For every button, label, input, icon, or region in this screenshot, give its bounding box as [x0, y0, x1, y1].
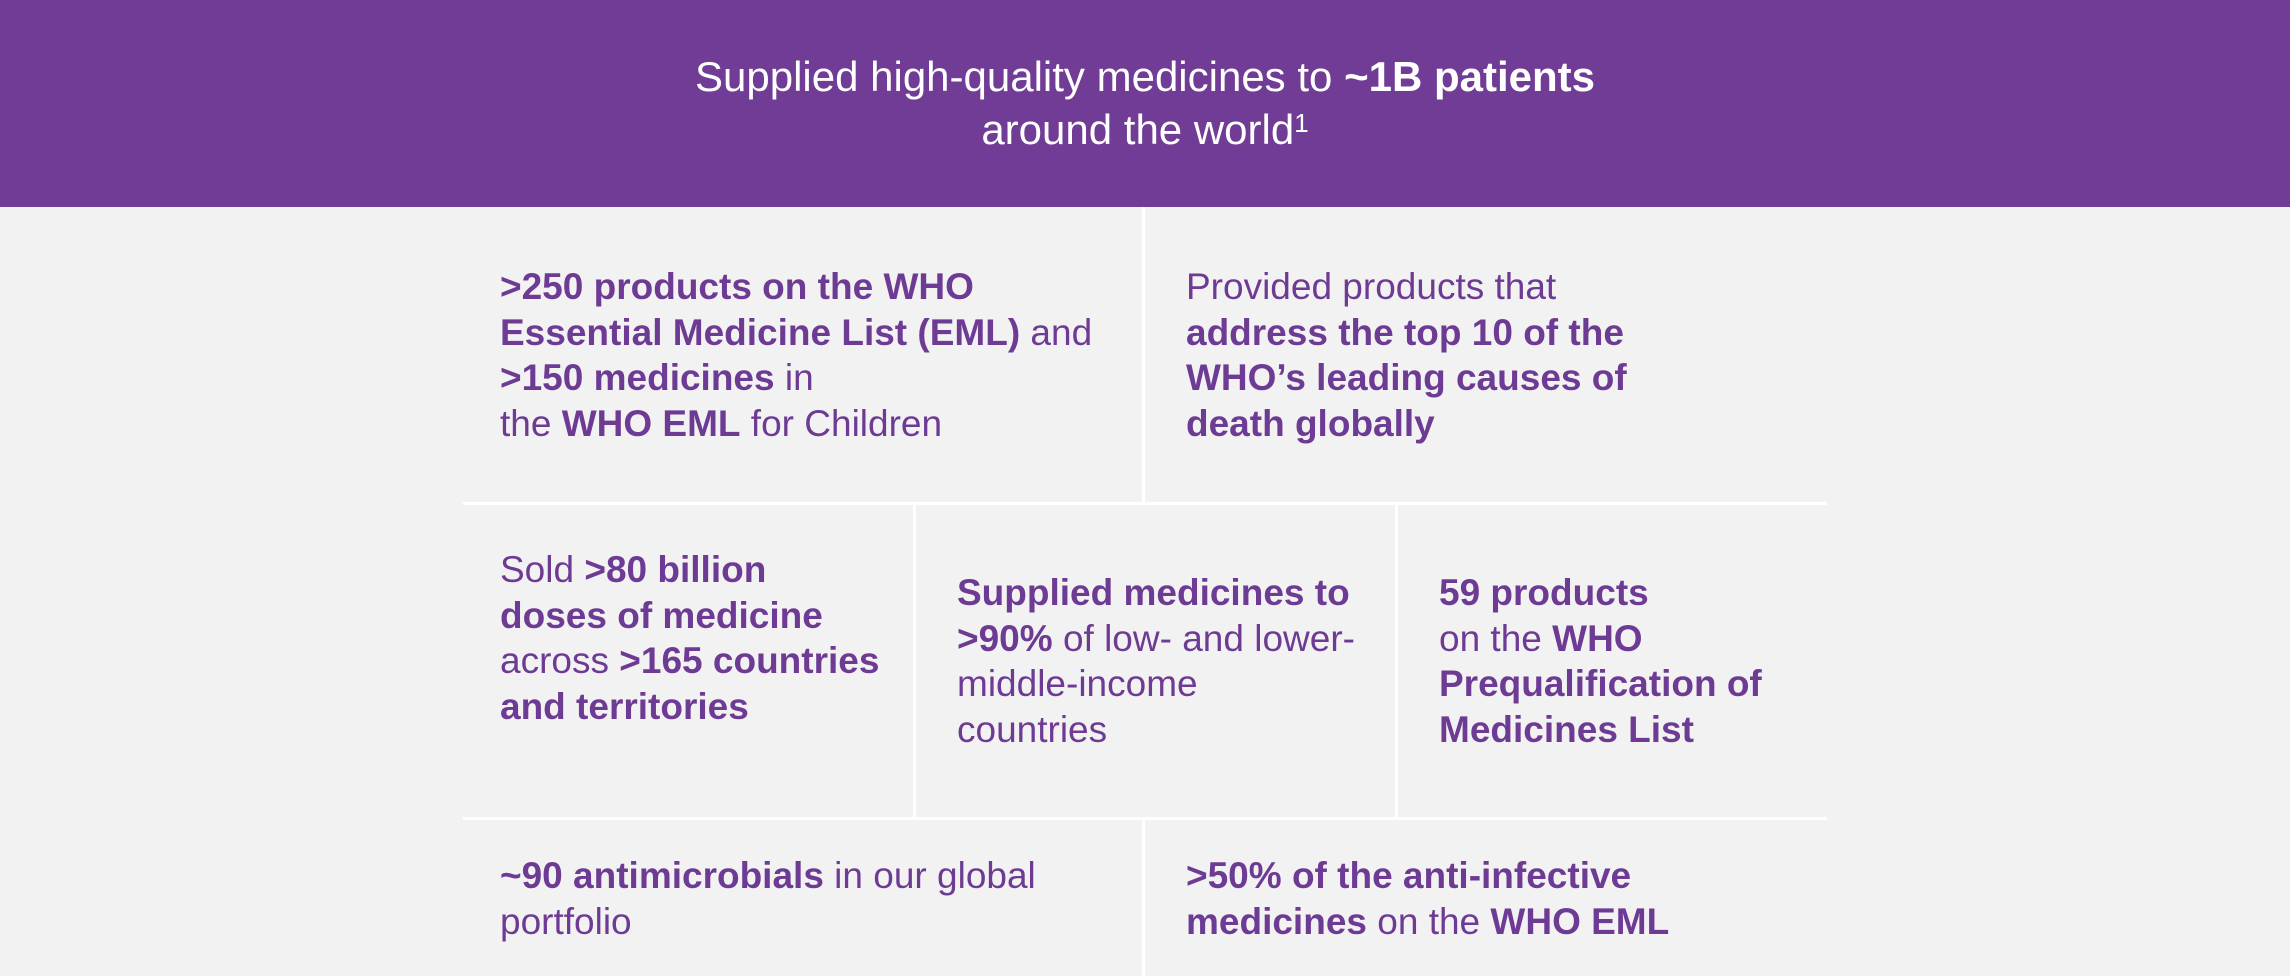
stat-low-income: Supplied medicines to >90% of low- and l… — [957, 570, 1357, 752]
stat-text: the — [500, 402, 562, 444]
column-divider-row2-a — [913, 505, 916, 817]
row-divider-1 — [463, 502, 1827, 505]
banner-line-1: Supplied high-quality medicines to ~1B p… — [0, 50, 2290, 103]
footnote-marker: 1 — [1294, 108, 1309, 138]
stat-children-count: >150 medicines — [500, 357, 775, 398]
stat-leading-causes: Provided products that address the top 1… — [1186, 264, 1706, 446]
stat-text: in our global portfolio — [500, 855, 1036, 942]
stat-doses: Sold >80 billion doses of medicine acros… — [500, 547, 880, 729]
stat-leading-causes-highlight: address the top 10 of the WHO’s leading … — [1186, 311, 1627, 444]
stat-low-income-highlight: Supplied medicines to >90% — [957, 572, 1350, 659]
stat-eml-label: WHO EML — [561, 402, 741, 444]
stat-antimicrobials-count: ~90 antimicrobials — [500, 855, 824, 896]
banner-text-2: around the world — [981, 106, 1295, 153]
stat-eml-count: >250 products on the WHO Essential Medic… — [500, 266, 1021, 353]
stat-anti-infective: >50% of the anti-infective medicines on … — [1186, 853, 1746, 944]
stat-countries-count: >165 countries and territories — [500, 640, 880, 727]
stat-prequalification-list: WHO Prequalification of Medicines List — [1439, 617, 1762, 750]
column-divider-row1 — [1142, 207, 1145, 502]
stat-text: for Children — [740, 402, 943, 444]
stat-text: of low- and lower-middle-income countrie… — [957, 617, 1355, 750]
stat-text: Sold — [500, 549, 585, 590]
row-divider-2 — [463, 817, 1827, 820]
stat-eml-products: >250 products on the WHO Essential Medic… — [500, 264, 1130, 446]
column-divider-row2-b — [1395, 505, 1398, 817]
stat-prequalification: 59 products on the WHO Prequalification … — [1439, 570, 1789, 752]
header-banner: Supplied high-quality medicines to ~1B p… — [0, 0, 2290, 207]
stat-anti-infective-highlight: >50% of the anti-infective medicines — [1186, 855, 1632, 942]
stat-who-eml: WHO EML — [1490, 900, 1670, 942]
column-divider-row3 — [1142, 820, 1145, 976]
stat-text: on the — [1439, 617, 1553, 659]
stat-products-count: 59 products — [1439, 572, 1649, 613]
stat-text: on the — [1366, 900, 1491, 942]
stat-text: and — [1020, 311, 1093, 353]
stats-grid: >250 products on the WHO Essential Medic… — [463, 207, 1827, 976]
stat-text: in — [774, 357, 814, 398]
stat-text: Provided products that — [1186, 266, 1557, 307]
stat-text: across — [500, 640, 620, 681]
banner-line-2: around the world1 — [0, 103, 2290, 156]
stat-doses-count: >80 billion doses of medicine — [500, 549, 823, 636]
banner-highlight: ~1B patients — [1344, 53, 1595, 100]
stat-antimicrobials: ~90 antimicrobials in our global portfol… — [500, 853, 1060, 944]
banner-text: Supplied high-quality medicines to — [695, 53, 1345, 100]
